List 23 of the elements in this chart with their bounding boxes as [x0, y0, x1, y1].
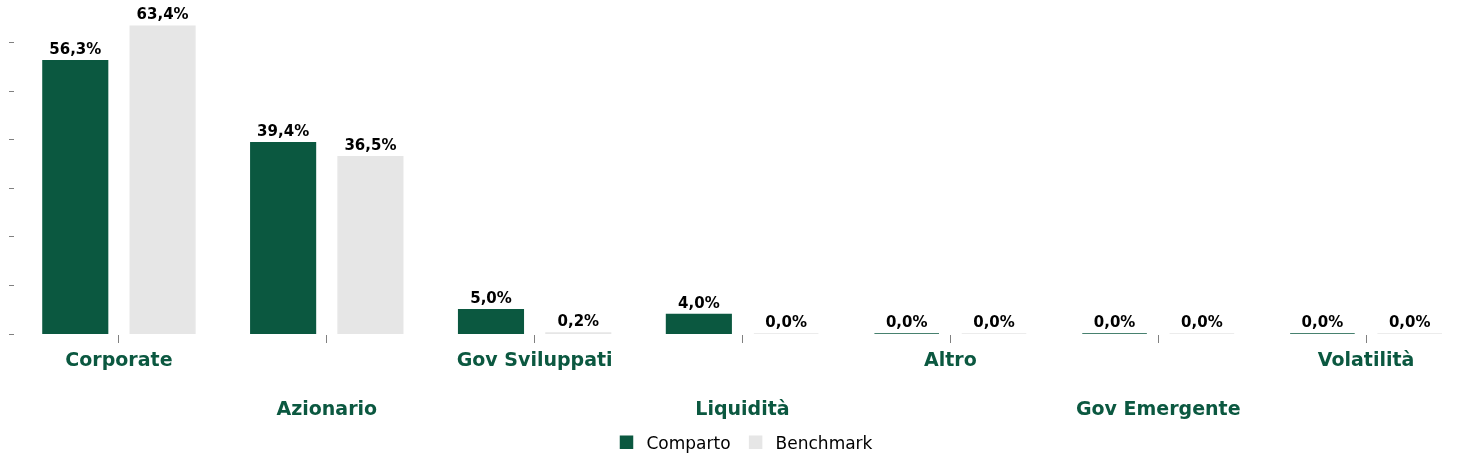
x-tick-label: Gov Emergente: [1075, 397, 1241, 420]
data-label: 0,0%: [1388, 313, 1431, 331]
data-label: 0,0%: [1181, 313, 1223, 331]
legend-label: Comparto: [646, 432, 731, 453]
x-tick-label: Corporate: [65, 347, 173, 370]
data-label: 0,0%: [1093, 313, 1136, 331]
data-label: 0,0%: [765, 313, 807, 331]
x-tick-label: Volatilità: [1317, 347, 1415, 370]
x-tick-label: Gov Sviluppati: [456, 347, 613, 370]
x-tick-label: Azionario: [276, 397, 378, 420]
x-tick-label: Liquidità: [695, 397, 790, 420]
data-label: 0,0%: [1301, 313, 1344, 331]
legend-label: Benchmark: [775, 432, 873, 453]
x-tick-label: Altro: [923, 347, 977, 370]
data-label: 39,4%: [257, 121, 310, 140]
data-label: 4,0%: [678, 293, 720, 312]
data-label: 63,4%: [136, 5, 189, 24]
data-label: 0,0%: [973, 313, 1015, 331]
data-label: 56,3%: [49, 39, 102, 58]
data-label: 36,5%: [344, 135, 397, 154]
data-label: 0,2%: [557, 312, 600, 331]
data-label: 5,0%: [470, 288, 512, 307]
data-label: 0,0%: [885, 313, 928, 331]
